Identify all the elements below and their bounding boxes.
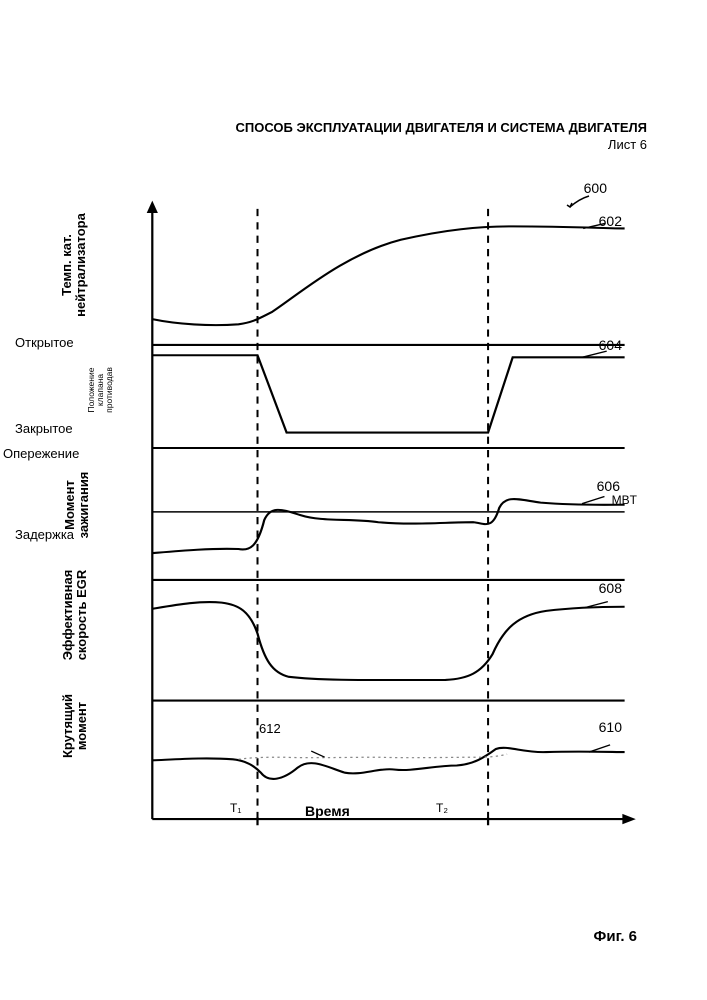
- trace-602: [152, 226, 624, 325]
- sheet-number: Лист 6: [0, 137, 647, 152]
- page-title: СПОСОБ ЭКСПЛУАТАЦИИ ДВИГАТЕЛЯ И СИСТЕМА …: [0, 120, 647, 135]
- combined-chart: 600 Темп. кат.нейтрализатора Положениекл…: [65, 180, 647, 850]
- trace-608: [152, 602, 624, 680]
- figure-caption: Фиг. 6: [594, 928, 637, 945]
- chart-svg: [65, 180, 647, 850]
- panel2-closed-label: Закрытое: [15, 421, 73, 436]
- trace-610: [152, 748, 624, 779]
- page-header: СПОСОБ ЭКСПЛУАТАЦИИ ДВИГАТЕЛЯ И СИСТЕМА …: [0, 120, 707, 152]
- trace-604: [152, 355, 624, 432]
- trace-612: [238, 754, 507, 759]
- trace-606: [152, 499, 624, 553]
